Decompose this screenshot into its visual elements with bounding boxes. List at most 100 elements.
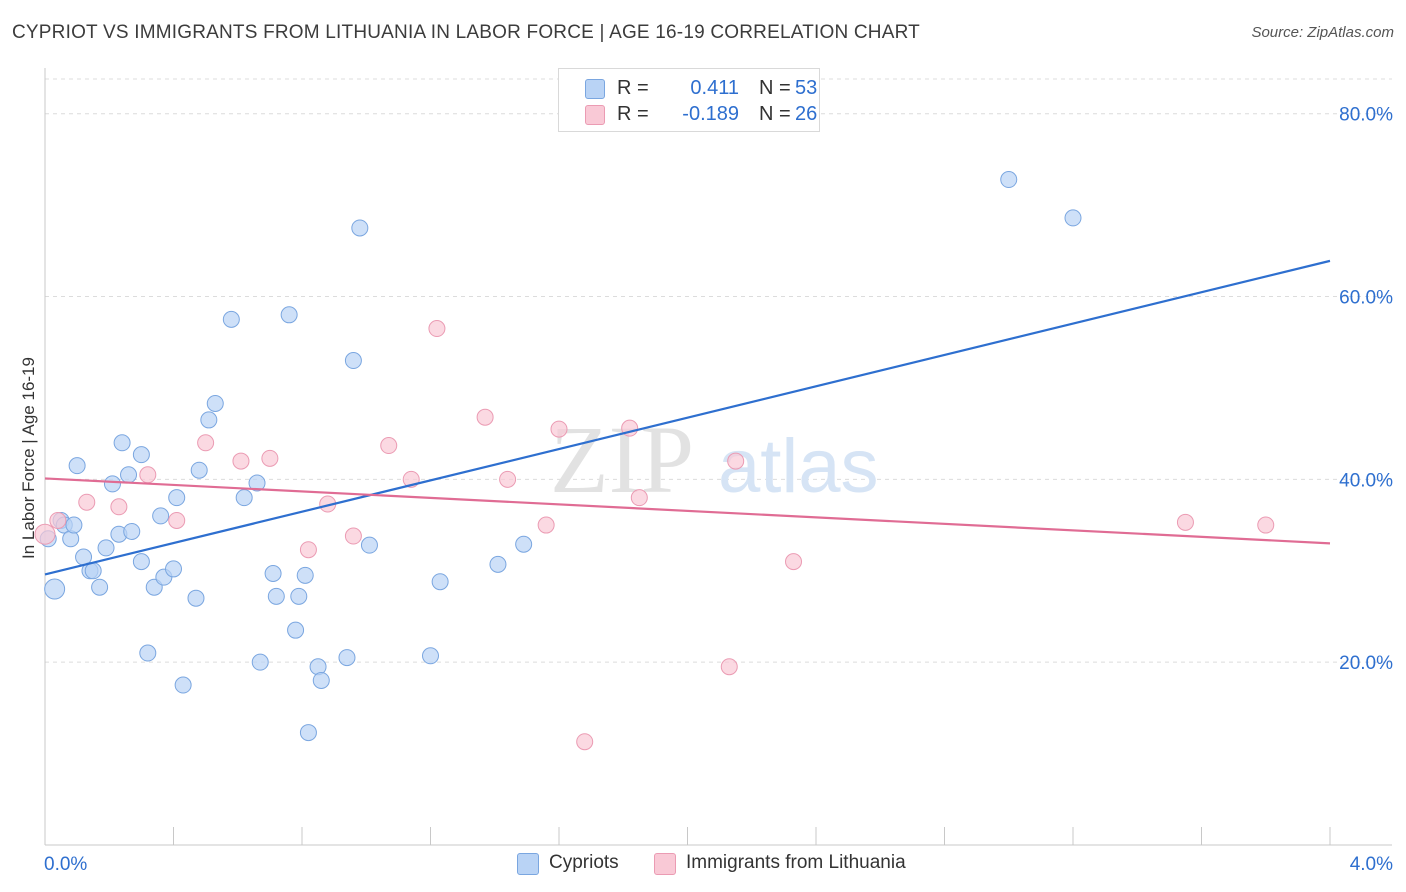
cypriots-point [235,489,253,507]
gridlines [45,78,1392,663]
lithuania-point [380,437,398,455]
cypriots-point [1064,209,1082,227]
legend-label-lithuania: Immigrants from Lithuania [686,852,906,873]
chart-title: CYPRIOT VS IMMIGRANTS FROM LITHUANIA IN … [12,22,920,43]
lithuania-point [727,452,745,470]
lithuania-point [476,408,494,426]
cypriots-point [84,562,102,580]
y-axis-label: In Labor Force | Age 16-19 [19,357,38,559]
lithuania-point [537,516,555,534]
lithuania-point [34,523,56,545]
cypriots-point [431,573,449,591]
cypriots-point [1000,171,1018,189]
lithuania-point [49,511,67,529]
legend-r-value: 0.411 [690,77,739,99]
legend-r-label: R = [617,77,649,99]
legend-n-value: 53 [795,77,818,99]
y-tick-label: 20.0% [1339,653,1393,674]
watermark-atlas: atlas [718,424,879,509]
cypriots-point [132,553,150,571]
lithuania-point [232,452,250,470]
lithuania-point [197,434,215,452]
legend-swatch-lithuania [654,853,676,875]
lithuania-point [576,733,594,751]
cypriots-point [103,475,121,493]
lithuania-trend-line [44,477,1331,545]
y-tick-label: 80.0% [1339,105,1393,126]
lithuania-point [168,511,186,529]
cypriots-point [251,653,269,671]
watermark: ZIP atlas [550,406,879,513]
cypriots-point [168,489,186,507]
cypriots-point [68,457,86,475]
cypriots-point [280,306,298,324]
x-tick-label: 0.0% [44,854,87,875]
cypriots-point [222,310,240,328]
lithuania-point [550,420,568,438]
y-tick-label: 60.0% [1339,288,1393,309]
legend-n-label: N = [759,77,791,99]
cypriots-point [287,621,305,639]
cypriots-point [422,647,439,665]
lithuania-point [299,541,317,559]
cypriots-point [165,560,182,578]
cypriots-point [515,535,533,553]
cypriots-point [290,587,308,605]
cypriots-point [264,565,282,583]
cypriots-point [344,352,362,370]
source-label: Source: ZipAtlas.com [1251,24,1394,41]
lithuania-point [110,498,128,516]
lithuania-point [785,553,803,571]
legend-r-label: R = [617,103,649,125]
cypriots-trend-line [44,259,1331,576]
lithuania-point [139,466,157,484]
cypriots-point [91,578,109,596]
lithuania-point [261,449,279,467]
cypriots-point [152,507,170,525]
cypriots-point [44,578,66,600]
legend-n-value: 26 [795,103,818,125]
cypriots-point [174,676,192,694]
cypriots-point [97,539,115,557]
lithuania-point [630,489,648,507]
lithuania-point [1176,513,1194,531]
cypriots-point [187,589,205,607]
cypriots-point [267,587,285,605]
cypriots-point [139,644,157,662]
lithuania-point [344,527,362,545]
cypriots-point [123,522,141,540]
trend-lines [44,259,1331,576]
cypriots-point [312,671,330,689]
cypriots-point [190,461,208,479]
cypriots-point [351,219,369,237]
cypriots-point [206,394,224,412]
cypriots-point [65,516,83,534]
cypriots-point [299,724,317,742]
y-tick-label: 40.0% [1339,470,1393,491]
lithuania-point [499,470,517,488]
data-points [34,171,1275,751]
cypriots-point [132,446,150,464]
tick-labels: 20.0% 40.0% 60.0% 80.0% 0.0% 4.0% [44,105,1393,875]
cypriots-point [120,466,138,484]
legend-swatch-cypriots [585,79,605,99]
cypriots-point [338,649,356,667]
x-tick-label: 4.0% [1350,854,1393,875]
lithuania-point [720,658,738,676]
legend-swatch-cypriots [517,853,539,875]
lithuania-point [1257,516,1275,534]
cypriots-point [489,555,507,573]
legend-r-value: -0.189 [682,103,739,125]
cypriots-point [360,536,378,554]
legend-label-cypriots: Cypriots [549,852,619,873]
cypriots-point [113,434,131,452]
axes [44,68,1392,846]
cypriots-point [248,474,266,492]
cypriots-point [296,566,314,584]
lithuania-point [78,493,96,511]
lithuania-point [428,320,446,338]
cypriots-point [200,411,218,429]
watermark-zip: ZIP [550,406,694,513]
legend-swatch-lithuania [585,105,605,125]
